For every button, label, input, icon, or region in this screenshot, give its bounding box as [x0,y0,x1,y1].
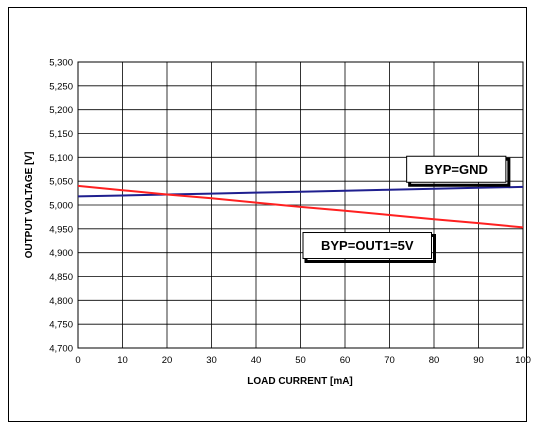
y-tick-label: 4,700 [49,344,73,355]
annotation-box-1: BYP=GND [406,155,511,187]
y-tick-label: 5,300 [49,58,73,69]
annotation-label: BYP=GND [425,162,488,177]
x-tick-label: 0 [75,355,80,366]
y-axis-ticks: 4,700 4,750 4,800 4,850 4,900 4,950 5,000 5,050… [49,58,73,355]
y-tick-label: 4,750 [49,320,73,331]
annotation-shadow [408,157,511,187]
annotation-rect [406,155,507,183]
annotation-rect [302,232,432,260]
gridlines [77,61,524,349]
annotations: BYP=GND BYP=OUT1=5V [302,155,511,264]
x-tick-label: 60 [340,355,351,366]
x-tick-label: 50 [295,355,306,366]
annotation-box-2: BYP=OUT1=5V [302,232,436,264]
y-tick-label: 5,050 [49,177,73,188]
y-axis-title: OUTPUT VOLTAGE [V] [24,152,35,259]
x-tick-label: 40 [251,355,262,366]
x-axis-ticks: 0 10 20 30 40 50 60 70 80 90 100 [75,355,531,366]
x-tick-label: 20 [162,355,173,366]
y-tick-label: 4,950 [49,224,73,235]
annotation-shadow [304,234,436,264]
y-tick-label: 5,150 [49,129,73,140]
y-tick-label: 5,200 [49,105,73,116]
series-line-2 [77,184,524,229]
x-axis-title: LOAD CURRENT [mA] [247,376,353,387]
x-tick-label: 70 [384,355,395,366]
series-line-1 [77,185,524,198]
y-tick-label: 4,900 [49,248,73,259]
y-tick-label: 5,000 [49,201,73,212]
x-tick-label: 10 [117,355,128,366]
y-tick-label: 5,100 [49,153,73,164]
x-tick-label: 80 [429,355,440,366]
annotation-label: BYP=OUT1=5V [321,238,414,253]
series-group [77,184,524,229]
x-tick-label: 100 [515,355,531,366]
x-tick-label: 90 [473,355,484,366]
x-tick-label: 30 [206,355,217,366]
y-tick-label: 4,850 [49,272,73,283]
y-tick-label: 4,800 [49,296,73,307]
y-tick-label: 5,250 [49,81,73,92]
